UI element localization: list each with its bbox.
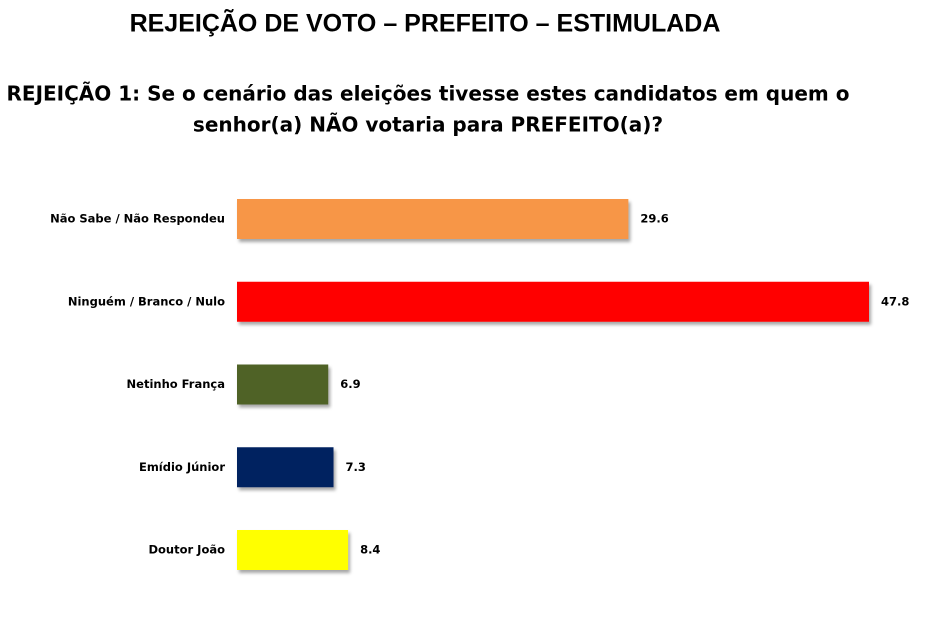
chart-subtitle: senhor(a) NÃO votaria para PREFEITO(a)? [193,113,663,137]
category-label: Netinho França [127,377,225,391]
bar [237,447,334,488]
bar [237,281,869,322]
value-label: 8.4 [360,543,380,557]
bar [237,199,629,239]
value-label: 29.6 [640,212,668,226]
value-label: 47.8 [881,294,909,308]
category-label: Ninguém / Branco / Nulo [68,294,225,308]
category-label: Não Sabe / Não Respondeu [50,212,225,226]
bar [237,364,329,405]
bar [237,530,349,570]
chart-title: REJEIÇÃO DE VOTO – PREFEITO – ESTIMULADA [130,8,721,38]
value-label: 6.9 [340,377,360,391]
category-label: Emídio Júnior [139,460,225,474]
value-label: 7.3 [346,460,366,474]
chart-subtitle: REJEIÇÃO 1: Se o cenário das eleições ti… [7,82,850,106]
category-label: Doutor João [148,543,225,557]
